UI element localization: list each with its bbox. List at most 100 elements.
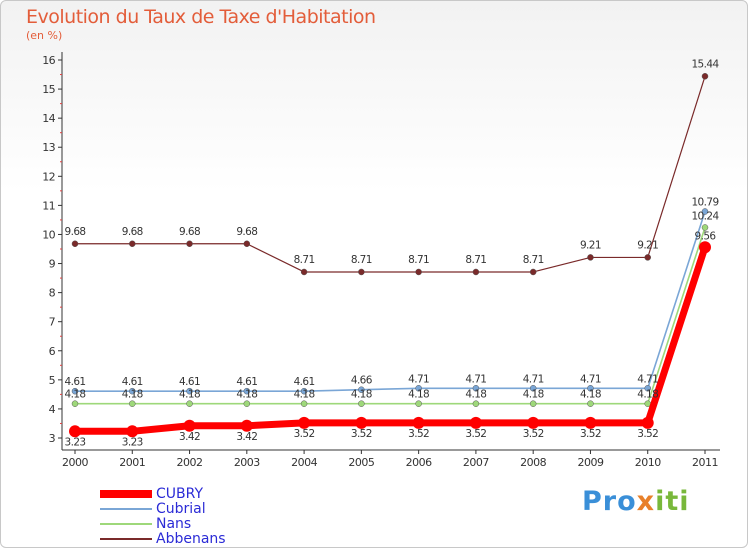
data-point-nans (358, 400, 365, 407)
y-tick-label: 3 (49, 432, 56, 445)
data-label-abbenans: 9.21 (637, 239, 658, 251)
x-tick-label: 2005 (348, 456, 374, 469)
series-line-cubrial (75, 211, 706, 392)
data-point-cubrial (587, 385, 594, 392)
y-tick-label: 4 (49, 403, 56, 416)
data-label-cubrial: 4.61 (65, 376, 86, 388)
data-label-abbenans: 8.71 (294, 254, 315, 266)
data-label-nans: 4.18 (179, 389, 200, 401)
data-label-cubry: 3.52 (523, 428, 544, 440)
legend-item-abbenans: Abbenans (100, 530, 226, 547)
y-tick-label: 8 (49, 287, 56, 300)
series-line-cubry (75, 246, 709, 435)
data-label-abbenans: 9.68 (65, 226, 86, 238)
data-point-abbenans (71, 240, 79, 248)
x-tick-label: 2003 (234, 456, 260, 469)
data-label-nans: 4.18 (523, 389, 544, 401)
legend-item-cubry: CUBRY (100, 486, 226, 502)
data-label-cubrial: 4.71 (465, 373, 486, 385)
data-label-cubrial: 10.79 (691, 196, 718, 208)
data-point-cubrial (243, 387, 251, 395)
data-label-nans: 4.18 (351, 389, 372, 401)
data-point-abbenans (129, 240, 136, 248)
data-label-cubrial: 4.71 (408, 373, 429, 385)
data-label-cubrial: 4.61 (294, 376, 315, 388)
data-label-cubry: 3.52 (294, 428, 315, 440)
x-tick-label: 2006 (406, 456, 432, 469)
y-tick-label: 15 (42, 83, 55, 96)
data-label-abbenans: 9.68 (179, 226, 200, 238)
legend-label: Nans (156, 515, 192, 532)
legend-item-cubrial: Cubrial (100, 500, 226, 517)
series-line-nans (75, 227, 706, 405)
data-label-abbenans: 9.68 (236, 226, 257, 238)
data-point-cubrial (358, 386, 365, 393)
data-point-nans (129, 400, 136, 407)
data-point-cubrial (529, 385, 537, 392)
data-point-cubry (699, 241, 711, 254)
chart-subtitle: (en %) (26, 29, 63, 42)
data-point-abbenans (300, 268, 308, 276)
data-label-nans: 4.18 (637, 389, 658, 401)
data-label-abbenans: 9.68 (122, 226, 143, 238)
data-point-nans (71, 400, 79, 407)
data-point-nans (587, 400, 594, 407)
data-label-nans: 10.24 (691, 210, 719, 222)
series-line-abbenans (75, 76, 706, 273)
data-point-cubry (183, 419, 196, 432)
data-point-nans (472, 400, 480, 407)
data-point-abbenans (472, 268, 480, 276)
data-point-cubry (298, 416, 311, 429)
x-tick-label: 2009 (577, 456, 603, 469)
data-point-nans (300, 400, 308, 407)
data-point-cubry (126, 425, 139, 438)
data-point-cubry (527, 416, 540, 429)
data-point-cubry (412, 416, 425, 429)
data-label-nans: 4.18 (580, 389, 601, 401)
y-tick-label: 11 (42, 199, 55, 212)
data-point-nans (243, 400, 251, 407)
data-point-cubrial (472, 385, 480, 392)
data-label-cubrial: 4.71 (580, 373, 601, 385)
data-point-cubrial (300, 387, 308, 395)
legend-label: Cubrial (156, 500, 206, 517)
data-point-cubrial (71, 387, 79, 395)
x-tick-label: 2007 (463, 456, 489, 469)
data-label-cubry: 3.52 (637, 428, 658, 440)
data-point-abbenans (358, 268, 365, 276)
data-point-abbenans (587, 254, 594, 261)
data-label-cubry: 3.42 (179, 431, 200, 443)
data-point-nans (701, 224, 709, 231)
x-tick-label: 2001 (119, 456, 145, 469)
y-tick-label: 12 (42, 170, 55, 183)
y-tick-label: 7 (49, 316, 56, 329)
data-point-cubry (584, 416, 597, 429)
data-label-cubry: 3.23 (122, 436, 143, 448)
legend-swatch (100, 489, 152, 498)
data-label-cubrial: 4.61 (236, 376, 257, 388)
data-point-cubrial (644, 385, 651, 392)
data-label-abbenans: 9.21 (580, 239, 601, 251)
data-point-nans (529, 400, 537, 407)
data-label-nans: 4.18 (236, 389, 257, 401)
x-tick-label: 2000 (62, 456, 88, 469)
x-tick-label: 2004 (291, 456, 317, 469)
data-point-abbenans (701, 73, 709, 80)
y-tick-label: 13 (42, 141, 55, 154)
data-point-nans (415, 400, 422, 407)
data-label-cubry: 3.52 (408, 428, 429, 440)
data-point-cubrial (415, 385, 422, 392)
chart-title: Evolution du Taux de Taxe d'Habitation (26, 6, 376, 28)
data-point-cubry (469, 416, 482, 429)
data-label-cubrial: 4.66 (351, 375, 373, 387)
data-label-cubry: 3.52 (465, 428, 486, 440)
data-label-abbenans: 8.71 (465, 254, 486, 266)
data-point-cubry (69, 425, 81, 438)
data-point-cubrial (701, 208, 709, 215)
data-label-abbenans: 8.71 (523, 254, 544, 266)
data-point-cubry (641, 416, 654, 429)
legend-label: Abbenans (156, 530, 226, 547)
legend-swatch (100, 522, 152, 525)
data-label-cubry: 3.23 (65, 436, 86, 448)
